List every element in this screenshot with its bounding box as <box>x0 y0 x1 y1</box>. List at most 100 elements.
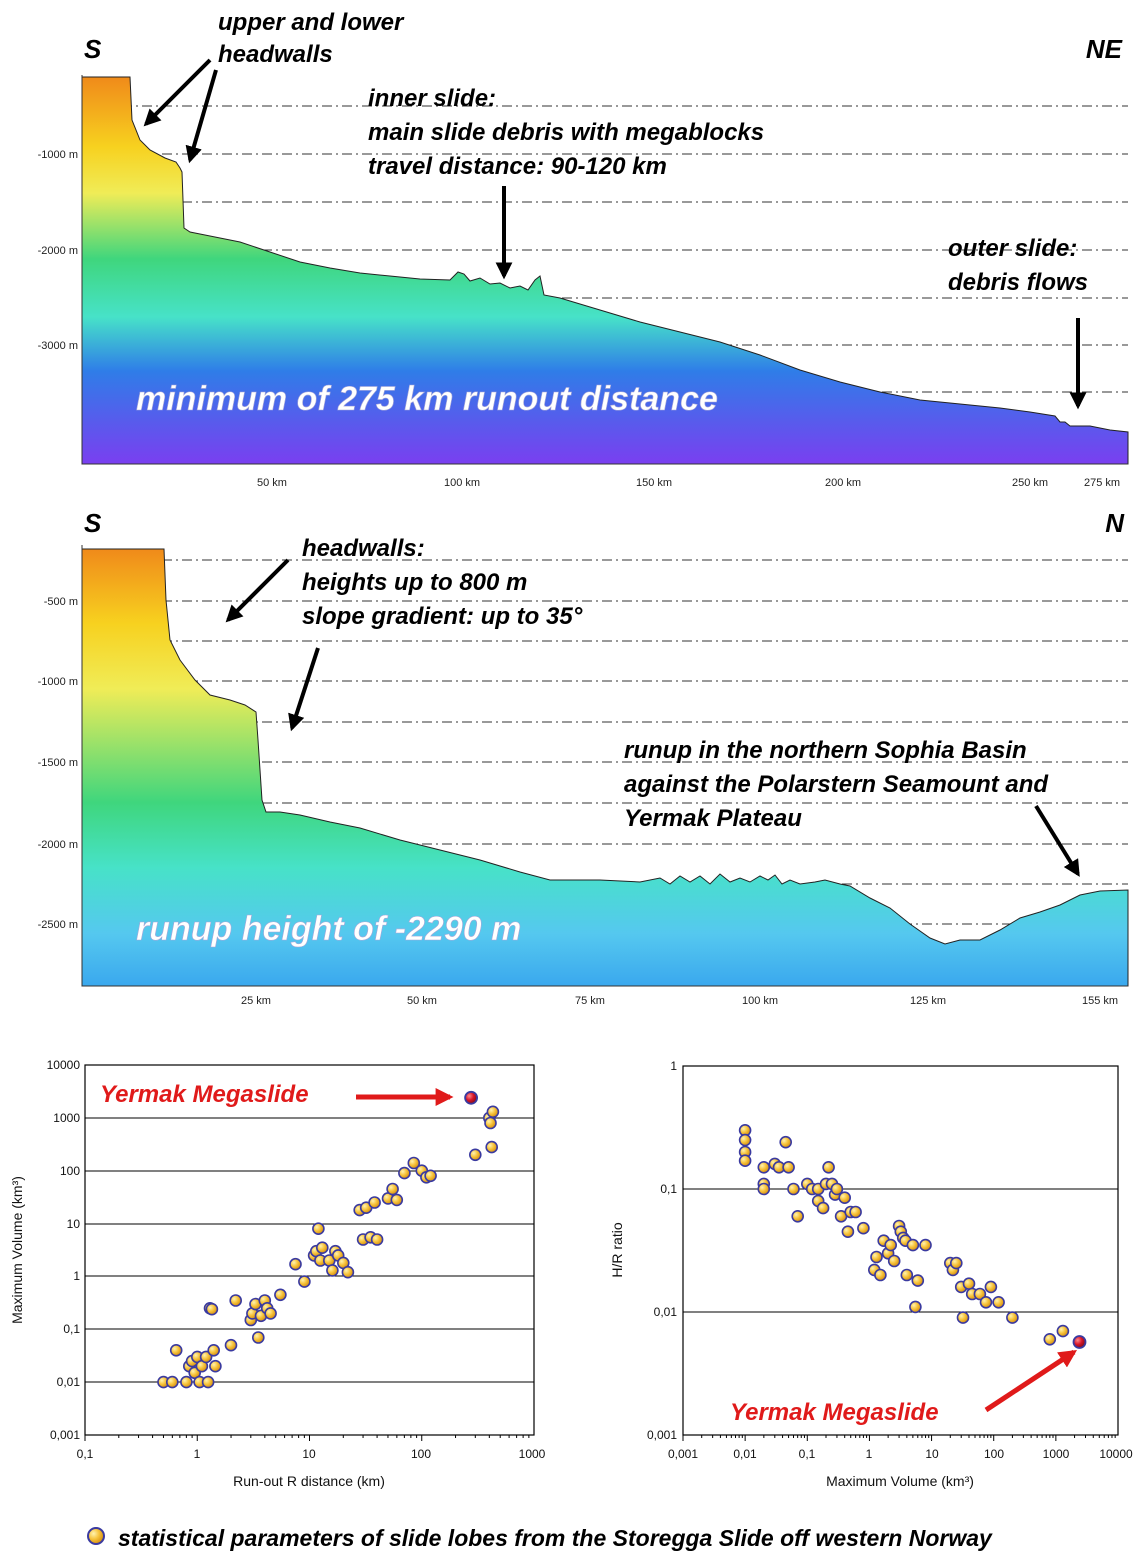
profile-2-ytick: -2500 m <box>38 919 78 931</box>
data-point <box>224 1338 238 1352</box>
profile-1-xtick: 200 km <box>825 477 861 489</box>
scatter-2-frame <box>682 1065 1119 1436</box>
data-point <box>984 1280 998 1294</box>
outer-slide-note-line: outer slide: <box>948 235 1077 262</box>
profile-2-seafloor <box>81 548 1129 987</box>
profile-2: S N -500 m -1000 m -1500 m -2000 m -2500… <box>38 508 1129 1007</box>
outer-slide-note-line: debris flows <box>948 269 1088 296</box>
data-point <box>368 1196 381 1209</box>
data-point <box>874 1268 887 1282</box>
yermak-megaslide-point <box>1072 1335 1087 1349</box>
data-point <box>1043 1333 1057 1346</box>
data-point <box>274 1288 287 1302</box>
headwall-lower-arrow <box>185 69 218 164</box>
profile-2-ytick: -1000 m <box>38 676 78 688</box>
headwall-upper-arrow <box>143 58 212 127</box>
profile-1-right-dir: NE <box>1086 34 1123 64</box>
data-point <box>791 1210 805 1223</box>
scatter-2-ytick: 0,01 <box>654 1305 678 1319</box>
data-point <box>979 1296 993 1309</box>
scatter-2-xtick: 10 <box>925 1447 939 1461</box>
runup-note-line: Yermak Plateau <box>624 805 802 832</box>
scatter-2-ylabel: H/R ratio <box>609 1222 625 1277</box>
profile-1-x-ticks: 50 km 100 km 150 km 200 km 250 km 275 km <box>257 477 1120 489</box>
data-point <box>757 1161 771 1174</box>
profile-2-xtick: 75 km <box>575 995 605 1007</box>
data-point <box>909 1300 922 1314</box>
scatter-2-ytick: 0,1 <box>660 1182 677 1196</box>
scatter-2-xtick: 1 <box>866 1447 873 1461</box>
scatter-volume-hr: 0,001 0,01 0,1 1 0,001 0,01 0,1 1 10 100… <box>609 1059 1133 1489</box>
data-point <box>779 1135 793 1149</box>
data-point <box>398 1166 411 1180</box>
scatter-2-highlight-label: Yermak Megaslide <box>730 1399 939 1426</box>
scatter-1-frame <box>84 1064 535 1436</box>
data-point <box>1056 1324 1070 1338</box>
runout-distance-label: minimum of 275 km runout distance <box>136 380 718 418</box>
scatter-2-highlight-arrow <box>984 1349 1078 1413</box>
data-point <box>906 1238 920 1252</box>
data-point <box>485 1140 499 1154</box>
scatter-1-xlabel: Run-out R distance (km) <box>233 1473 385 1489</box>
data-point <box>841 1225 855 1238</box>
data-point <box>407 1156 421 1170</box>
headwalls-gradient-note-line: slope gradient: up to 35° <box>302 603 583 630</box>
profile-2-left-dir: S <box>84 508 102 538</box>
scatter-1-highlight-label: Yermak Megaslide <box>100 1081 309 1108</box>
data-point <box>205 1302 219 1316</box>
data-point <box>486 1105 500 1119</box>
scatter-1-xtick: 0,1 <box>77 1447 94 1461</box>
scatter-2-xlabel: Maximum Volume (km³) <box>826 1473 974 1489</box>
profile-2-ytick: -500 m <box>44 596 78 608</box>
data-point <box>956 1311 970 1324</box>
data-point <box>830 1182 844 1196</box>
data-point <box>341 1265 355 1279</box>
legend-caption: statistical parameters of slide lobes fr… <box>118 1525 993 1551</box>
profile-1-xtick: 250 km <box>1012 477 1048 489</box>
scatter-2-xtick: 0,001 <box>668 1447 698 1461</box>
scatter-2-gridlines <box>683 1188 1118 1313</box>
profile-1-xtick: 50 km <box>257 477 287 489</box>
scatter-1-ytick: 0,01 <box>57 1375 81 1389</box>
scatter-1-ytick: 10 <box>67 1217 81 1231</box>
data-point <box>857 1221 870 1235</box>
scatter-2-ytick: 0,001 <box>647 1428 677 1442</box>
headwalls-gradient-note-line: heights up to 800 m <box>302 569 527 596</box>
scatter-2-xtick: 10000 <box>1099 1447 1133 1461</box>
runup-note: runup in the northern Sophia Basin again… <box>624 737 1049 832</box>
scatter-1-xtick: 100 <box>411 1447 431 1461</box>
scatter-1-xtick: 10 <box>302 1447 316 1461</box>
scatter-1-gridlines <box>85 1117 534 1383</box>
inner-slide-note-line: inner slide: <box>368 85 496 112</box>
scatter-1-x-minor-ticks <box>84 1435 530 1441</box>
scatter-1-ytick: 100 <box>60 1164 80 1178</box>
data-point <box>207 1344 220 1357</box>
profile-1: S NE -1000 m -2000 m -3000 m 50 km 100 k… <box>38 9 1129 489</box>
data-point <box>264 1307 277 1320</box>
data-point <box>870 1250 883 1264</box>
data-point <box>900 1268 914 1282</box>
legend: statistical parameters of slide lobes fr… <box>87 1525 993 1551</box>
data-point <box>424 1169 437 1183</box>
data-point <box>973 1287 987 1301</box>
profile-1-ytick: -2000 m <box>38 245 78 257</box>
profile-1-ytick: -1000 m <box>38 149 78 161</box>
scatter-1-ylabel: Maximum Volume (km³) <box>9 1176 25 1324</box>
profile-2-y-ticks: -500 m -1000 m -1500 m -2000 m -2500 m <box>38 596 78 931</box>
data-point <box>887 1254 901 1268</box>
data-point <box>782 1161 795 1174</box>
inner-slide-note: inner slide: main slide debris with mega… <box>368 85 764 180</box>
runup-note-line: against the Polarstern Seamount and <box>624 771 1049 798</box>
scatter-2-ytick: 1 <box>670 1059 677 1073</box>
data-point <box>312 1222 325 1235</box>
scatter-1-ytick: 1000 <box>53 1111 80 1125</box>
profile-1-seafloor <box>81 76 1129 465</box>
data-point <box>326 1264 339 1277</box>
data-point <box>911 1274 925 1287</box>
data-point <box>289 1257 302 1271</box>
profile-2-xtick: 125 km <box>910 995 946 1007</box>
runup-arrow <box>1034 804 1080 877</box>
runup-note-line: runup in the northern Sophia Basin <box>624 737 1027 764</box>
profile-1-left-dir: S <box>84 34 102 64</box>
